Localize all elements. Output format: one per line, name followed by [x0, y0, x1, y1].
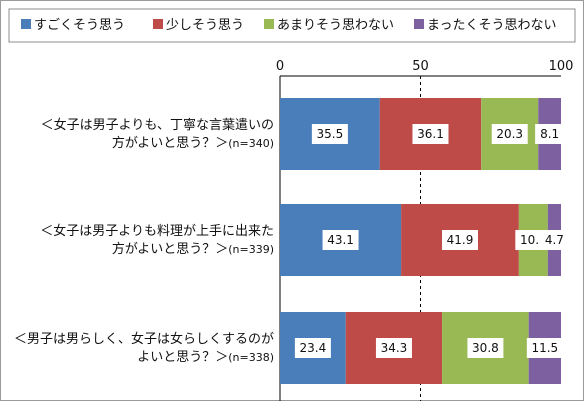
- data-label-box: [322, 230, 359, 250]
- data-label-box: [375, 338, 412, 358]
- data-label-box: [294, 338, 331, 358]
- category-label-line1: ＜女子は男子よりも料理が上手に出来た: [40, 223, 274, 239]
- data-label-box: [412, 124, 449, 144]
- legend-entry: あまりそう思わない: [277, 18, 394, 33]
- data-label: 23.4: [300, 341, 327, 355]
- data-label-box: [539, 230, 569, 250]
- data-label: 41.9: [447, 233, 474, 247]
- data-label-box: [441, 230, 478, 250]
- legend-swatch: [21, 19, 31, 29]
- data-label: 35.5: [317, 127, 344, 141]
- category-label-line2: 方がよいと思う？＞(n=339): [112, 241, 274, 257]
- legend-swatch: [414, 19, 424, 29]
- data-label: 43.1: [327, 233, 354, 247]
- x-axis: 0 50 100: [276, 59, 574, 74]
- x-tick-label: 0: [276, 59, 284, 74]
- data-label: 11.5: [531, 341, 558, 355]
- data-label: 30.8: [472, 341, 499, 355]
- data-label: 8.1: [540, 127, 559, 141]
- category-label-line1: ＜女子は男子よりも、丁寧な言葉遣いの: [41, 117, 274, 133]
- legend-swatch: [153, 19, 163, 29]
- legend-frame: [8, 8, 576, 43]
- category-label-line2: 方がよいと思う？＞(n=340): [112, 135, 274, 151]
- legend-entry: すごくそう思う: [34, 17, 125, 33]
- legend-entry: まったくそう思わない: [427, 18, 556, 33]
- category-label-line2: よいと思う？＞(n=338): [137, 350, 274, 365]
- legend-entry: 少しそう思う: [166, 18, 244, 33]
- data-label-box: [535, 124, 565, 144]
- data-label: 20.3: [496, 127, 523, 141]
- data-label-box: [526, 338, 563, 358]
- data-label-box: [467, 338, 504, 358]
- data-label: 34.3: [381, 341, 408, 355]
- data-label: 36.1: [417, 127, 444, 141]
- legend-swatch: [264, 19, 274, 29]
- data-label: 4.7: [545, 233, 564, 247]
- x-tick-label: 100: [549, 59, 574, 74]
- x-tick-label: 50: [412, 59, 429, 74]
- data-label-box: [311, 124, 348, 144]
- data-label-box: [491, 124, 528, 144]
- bars: 35.5 36.1 20.3 8.143.1 41.9 10.34.723.4 34.3 30…: [280, 98, 569, 384]
- legend: すごくそう思う 少しそう思う あまりそう思わない まったくそう思わない: [8, 8, 576, 43]
- category-label-line1: ＜男子は男らしく、女子は女らしくするのが: [14, 331, 274, 347]
